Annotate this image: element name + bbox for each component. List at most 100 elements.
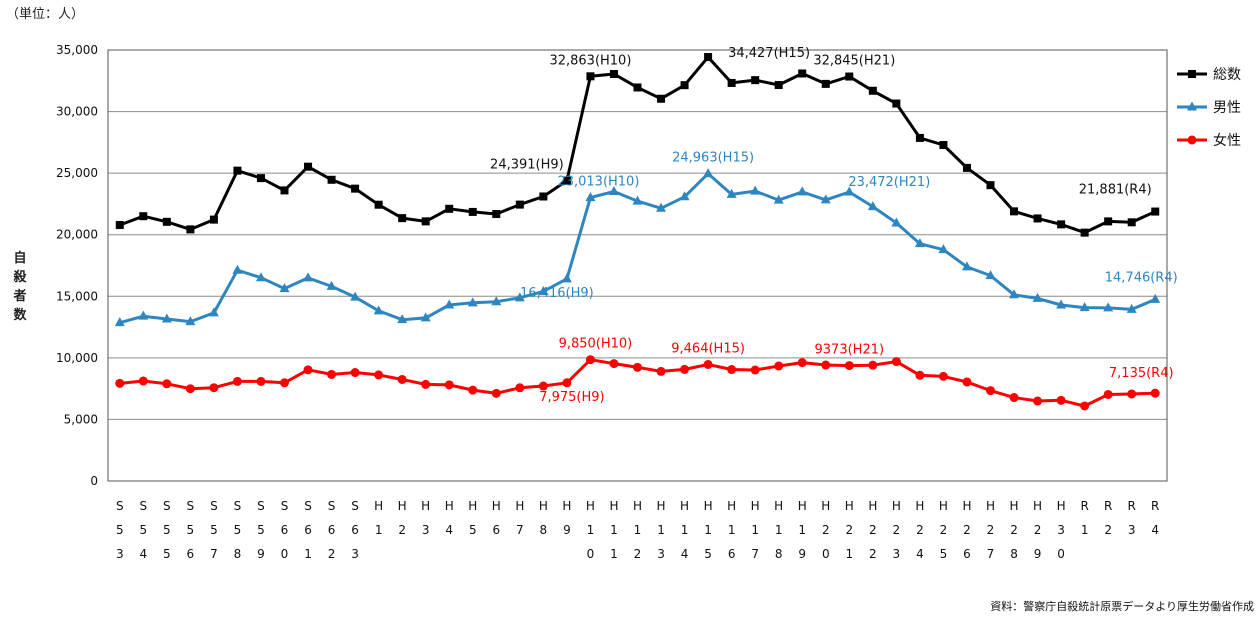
data-point: [303, 365, 313, 375]
data-label: 16,416(H9): [520, 286, 594, 301]
x-tick-label: H 1 8: [774, 499, 783, 561]
svg-text:H: H: [421, 499, 430, 513]
svg-text:S: S: [163, 499, 171, 513]
data-point: [162, 379, 172, 389]
svg-text:5: 5: [234, 523, 242, 537]
data-point: [186, 225, 195, 234]
svg-text:H: H: [962, 499, 971, 513]
x-tick-label: H 1 1: [609, 499, 618, 561]
x-tick-label: H 2 5: [939, 499, 948, 561]
data-point: [280, 378, 289, 388]
svg-text:5: 5: [469, 523, 477, 537]
svg-text:3: 3: [422, 523, 430, 537]
x-tick-label: H2: [398, 499, 407, 537]
data-point: [398, 214, 407, 223]
source-note: 資料：警察庁自殺統計原票データより厚生労働省作成: [990, 600, 1254, 613]
data-point: [914, 238, 925, 248]
data-point: [280, 186, 289, 195]
data-label: 23,013(H10): [557, 175, 639, 190]
svg-text:H: H: [704, 499, 713, 513]
x-tick-label: H 1 4: [680, 499, 689, 561]
data-point: [304, 162, 313, 171]
data-point: [303, 272, 314, 282]
data-label: 14,746(R4): [1105, 270, 1178, 285]
x-axis-ticks: S53S54S55S56S57S58S59S60S61S62S63H1H2H3H…: [116, 499, 1159, 561]
data-point: [703, 168, 714, 178]
svg-text:5: 5: [163, 547, 171, 561]
plot-frame: [107, 49, 1168, 482]
svg-text:1: 1: [657, 523, 665, 537]
data-point: [656, 366, 666, 376]
svg-text:H: H: [586, 499, 595, 513]
y-tick-label: 20,000: [56, 228, 98, 242]
series-総数: [115, 53, 1160, 237]
data-point: [138, 376, 148, 386]
svg-text:S: S: [281, 499, 289, 513]
svg-text:4: 4: [139, 547, 147, 561]
x-tick-label: H5: [468, 499, 477, 537]
data-point: [514, 292, 525, 302]
svg-text:H: H: [680, 499, 689, 513]
data-point: [633, 83, 642, 92]
data-point: [420, 312, 431, 322]
svg-text:5: 5: [116, 523, 124, 537]
data-point: [421, 217, 430, 226]
svg-text:H: H: [845, 499, 854, 513]
data-point: [1126, 303, 1137, 313]
svg-text:R: R: [1128, 499, 1136, 513]
grid: [108, 49, 1167, 482]
svg-text:9: 9: [257, 547, 265, 561]
svg-text:2: 2: [869, 523, 877, 537]
svg-text:2: 2: [987, 523, 995, 537]
svg-text:S: S: [187, 499, 195, 513]
svg-text:H: H: [633, 499, 642, 513]
data-point: [867, 201, 878, 211]
svg-text:8: 8: [775, 547, 783, 561]
data-label: 24,963(H15): [672, 151, 754, 166]
data-point: [844, 361, 854, 371]
x-tick-label: H 2 1: [845, 499, 854, 561]
svg-text:5: 5: [940, 547, 948, 561]
x-tick-label: H 1 6: [727, 499, 736, 561]
x-tick-label: H3: [421, 499, 430, 537]
svg-text:8: 8: [234, 547, 242, 561]
data-point: [1057, 220, 1066, 229]
data-point: [373, 305, 384, 315]
svg-text:6: 6: [728, 547, 736, 561]
data-point: [209, 383, 219, 393]
data-point: [1032, 292, 1043, 302]
svg-text:H: H: [398, 499, 407, 513]
svg-text:9: 9: [798, 547, 806, 561]
x-tick-label: S 5 3: [116, 499, 124, 561]
svg-text:1: 1: [304, 547, 312, 561]
svg-text:7: 7: [987, 547, 995, 561]
svg-text:2: 2: [1104, 523, 1112, 537]
series-layer: [114, 53, 1161, 411]
svg-text:自: 自: [13, 250, 26, 266]
svg-text:2: 2: [398, 523, 406, 537]
y-tick-label: 15,000: [56, 289, 98, 303]
svg-text:5: 5: [163, 523, 171, 537]
data-point: [985, 270, 996, 280]
svg-text:2: 2: [1010, 523, 1018, 537]
x-tick-label: S 6 3: [351, 499, 359, 561]
data-label: 9,850(H10): [559, 337, 633, 352]
data-point: [751, 76, 760, 85]
svg-text:H: H: [774, 499, 783, 513]
data-point: [891, 217, 902, 227]
svg-text:1: 1: [375, 523, 383, 537]
data-point: [585, 355, 595, 365]
data-point: [656, 202, 667, 212]
svg-text:H: H: [892, 499, 901, 513]
data-point: [632, 195, 643, 205]
svg-text:H: H: [751, 499, 760, 513]
data-point: [585, 192, 596, 202]
data-point: [374, 370, 384, 380]
data-label: 9,464(H15): [671, 341, 745, 356]
svg-text:2: 2: [328, 547, 336, 561]
x-tick-label: H 2 4: [915, 499, 924, 561]
annotations-layer: 24,391(H9) 32,863(H10) 34,427(H15) 32,845(H…: [490, 46, 1178, 405]
legend-label: 男性: [1213, 100, 1241, 116]
svg-text:0: 0: [587, 547, 595, 561]
